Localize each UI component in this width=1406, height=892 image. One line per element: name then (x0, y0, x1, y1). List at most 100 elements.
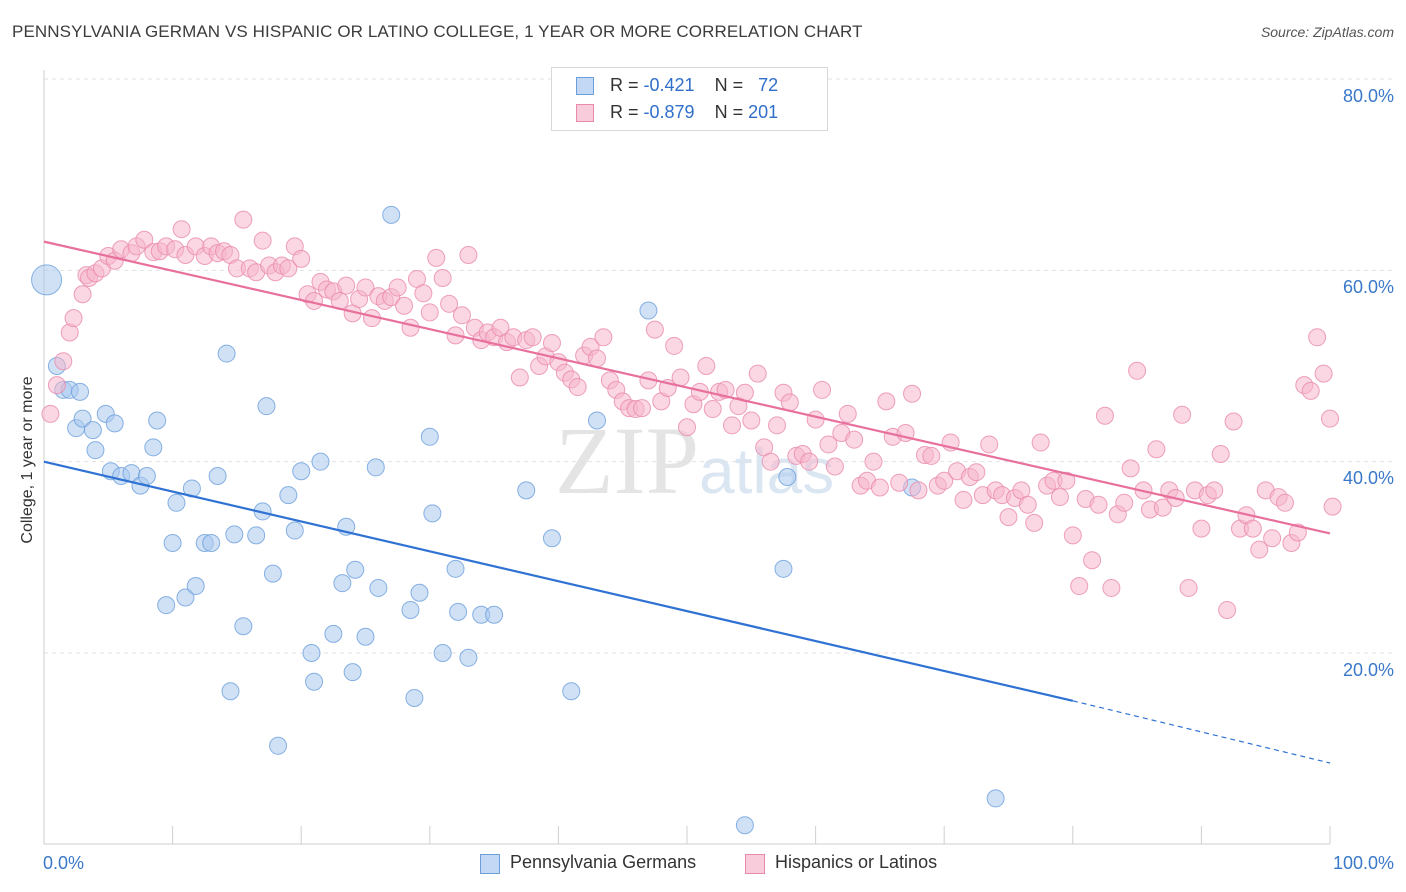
pennsylvania-german-point-47 (356, 627, 375, 646)
hispanic-latino-point-182 (1218, 600, 1237, 619)
pennsylvania-german-point-64 (562, 682, 581, 701)
hispanic-latino-point-178 (1192, 519, 1211, 538)
hispanic-latino-point-104 (716, 380, 735, 399)
hispanic-latino-point-153 (1031, 433, 1050, 452)
legend-r-value: -0.879 (643, 102, 695, 122)
watermark-zip: ZIP (555, 407, 699, 514)
hispanic-latino-point-136 (922, 446, 941, 465)
pennsylvania-german-point-23 (186, 577, 205, 596)
pennsylvania-german-point-68 (774, 559, 793, 578)
legend-series-name: Pennsylvania Germans (510, 852, 697, 872)
pennsylvania-german-point-41 (311, 452, 330, 471)
pennsylvania-german-trend-line (43, 460, 1074, 702)
hispanic-latino-point-183 (1224, 412, 1243, 431)
hispanic-latino-point-157 (1057, 471, 1076, 490)
hispanic-latino-point-15 (135, 230, 154, 249)
hispanic-latino-point-145 (980, 435, 999, 454)
hispanic-latino-point-48 (356, 278, 375, 297)
pennsylvania-german-point-48 (366, 458, 385, 477)
chart-title: PENNSYLVANIA GERMAN VS HISPANIC OR LATIN… (12, 22, 863, 41)
hispanic-latino-point-134 (909, 481, 928, 500)
pennsylvania-german-point-18 (157, 596, 176, 615)
hispanic-latino-point-45 (337, 276, 356, 295)
hispanic-latino-point-167 (1121, 459, 1140, 478)
pennsylvania-german-point-30 (234, 617, 253, 636)
hispanic-latino-point-96 (665, 336, 684, 355)
pennsylvania-german-point-50 (382, 205, 401, 224)
pennsylvania-german-point-34 (263, 564, 282, 583)
hispanic-latino-point-189 (1263, 529, 1282, 548)
hispanic-latino-point-91 (632, 399, 651, 418)
y-tick-label-60: 60.0% (1342, 277, 1394, 297)
hispanic-latino-point-29 (234, 210, 253, 229)
watermark: ZIPatlas (555, 405, 834, 516)
pennsylvania-german-point-55 (423, 504, 442, 523)
pennsylvania-german-point-20 (167, 493, 186, 512)
pennsylvania-german-point-57 (446, 559, 465, 578)
hispanic-latino-point-176 (1179, 578, 1198, 597)
hispanic-latino-point-32 (253, 231, 272, 250)
hispanic-latino-point-121 (825, 457, 844, 476)
pennsylvania-german-point-7 (83, 421, 102, 440)
hispanic-latino-point-112 (768, 416, 787, 435)
hispanic-latino-point-4 (64, 309, 83, 328)
hispanic-latino-point-55 (401, 318, 420, 337)
pennsylvania-german-point-51 (401, 600, 420, 619)
pennsylvania-german-point-10 (105, 414, 124, 433)
legend-swatch-blue (576, 77, 594, 95)
pennsylvania-german-point-25 (202, 533, 221, 552)
pennsylvania-german-point-35 (269, 736, 288, 755)
pennsylvania-german-point-21 (176, 588, 195, 607)
legend-n-label: N = (714, 75, 744, 95)
hispanic-latino-point-36 (279, 259, 298, 278)
pennsylvania-german-point-33 (257, 397, 276, 416)
hispanic-latino-point-129 (877, 392, 896, 411)
hispanic-latino-point-58 (420, 303, 439, 322)
pennsylvania-german-point-15 (137, 467, 156, 486)
hispanic-latino-point-81 (568, 378, 587, 397)
hispanic-latino-point-1 (47, 376, 66, 395)
hispanic-latino-point-180 (1205, 481, 1224, 500)
hispanic-latino-point-5 (73, 285, 92, 304)
hispanic-latino-point-64 (459, 246, 478, 265)
hispanic-latino-point-191 (1275, 493, 1294, 512)
hispanic-latino-point-77 (542, 334, 561, 353)
hispanic-latino-point-175 (1173, 405, 1192, 424)
hispanic-latino-point-20 (172, 220, 191, 239)
hispanic-latino-point-117 (800, 452, 819, 471)
hispanic-latino-point-133 (903, 384, 922, 403)
hispanic-latino-point-187 (1250, 540, 1269, 559)
hispanic-latino-point-156 (1050, 488, 1069, 507)
pennsylvania-german-point-4 (71, 382, 90, 401)
hispanic-latino-point-151 (1018, 495, 1037, 514)
hispanic-latino-point-72 (510, 368, 529, 387)
hispanic-latino-point-111 (761, 452, 780, 471)
hispanic-latino-point-152 (1025, 513, 1044, 532)
legend-series-name: Hispanics or Latinos (775, 852, 938, 872)
pennsylvania-german-point-38 (292, 462, 311, 481)
hispanic-latino-point-85 (594, 328, 613, 347)
pennsylvania-german-point-19 (163, 533, 182, 552)
pennsylvania-german-point-28 (221, 682, 240, 701)
y-tick-label-80: 80.0% (1342, 86, 1394, 106)
pennsylvania-german-point-71 (986, 789, 1005, 808)
hispanic-latino-point-163 (1095, 406, 1114, 425)
pennsylvania-german-point-63 (542, 529, 561, 548)
hispanic-latino-point-98 (678, 418, 696, 437)
hispanic-latino-point-123 (838, 404, 857, 423)
pennsylvania-german-trend-extension (1072, 700, 1331, 764)
pennsylvania-german-point-52 (405, 688, 424, 707)
pennsylvania-german-point-16 (144, 438, 163, 457)
hispanic-latino-point-159 (1070, 577, 1089, 596)
legend-r-value: -0.421 (643, 75, 695, 95)
pennsylvania-german-point-61 (485, 605, 504, 624)
pennsylvania-german-point-56 (433, 644, 452, 662)
pennsylvania-german-point-46 (346, 560, 365, 579)
y-axis-label: College, 1 year or more (19, 376, 36, 544)
hispanic-latino-point-101 (697, 357, 716, 375)
hispanic-latino-point-164 (1102, 578, 1121, 597)
hispanic-latino-point-84 (587, 349, 606, 368)
hispanic-latino-point-119 (813, 380, 832, 399)
hispanic-latino-point-198 (1321, 409, 1339, 428)
